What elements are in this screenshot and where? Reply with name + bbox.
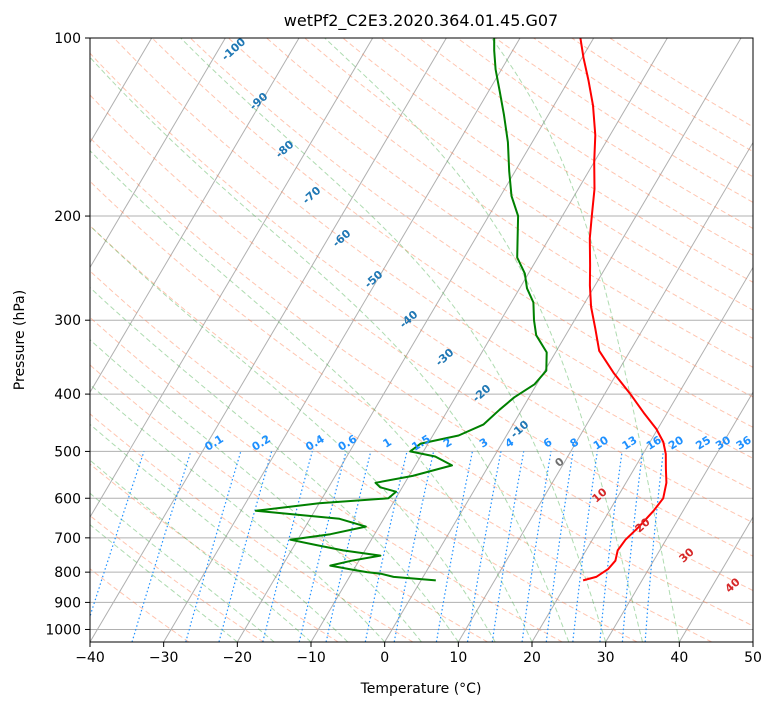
x-tick-label: 0 xyxy=(380,650,389,666)
temperature-profile xyxy=(579,38,668,582)
dry-adiabat xyxy=(228,38,753,398)
y-tick-label: 1000 xyxy=(45,622,81,638)
skewed-isotherm xyxy=(605,391,753,642)
skewed-isotherm xyxy=(457,141,753,642)
x-tick-label: −20 xyxy=(223,650,253,666)
dry-adiabat xyxy=(90,463,339,642)
skewed-isotherm xyxy=(163,38,521,642)
dry-adiabat xyxy=(151,38,753,459)
dry-adiabat xyxy=(90,413,414,642)
dry-adiabat xyxy=(90,316,563,642)
y-tick-label: 300 xyxy=(54,313,81,329)
mixing-ratio-line xyxy=(599,451,623,642)
y-tick-label: 600 xyxy=(54,491,81,507)
dry-adiabat xyxy=(304,38,753,339)
dry-adiabat xyxy=(113,38,753,491)
y-tick-label: 100 xyxy=(54,31,81,47)
moist-adiabat xyxy=(490,38,680,642)
y-tick-label: 500 xyxy=(54,444,81,460)
y-tick-label: 200 xyxy=(54,209,81,225)
x-tick-label: 40 xyxy=(670,650,688,666)
moist-adiabat xyxy=(90,459,312,642)
plot-frame xyxy=(89,37,754,643)
x-tick-label: 30 xyxy=(597,650,615,666)
moist-adiabat xyxy=(90,56,570,642)
x-axis-label: Temperature (°C) xyxy=(360,681,482,697)
x-axis: −40 −30 −20 −10 0 10 20 30 40 50 xyxy=(75,642,762,666)
x-tick-label: −30 xyxy=(149,650,179,666)
dry-adiabat xyxy=(90,514,264,642)
chart-title: wetPf2_C2E3.2020.364.01.45.G07 xyxy=(284,11,558,31)
mixing-ratio-line xyxy=(262,451,313,642)
mixing-ratio-line xyxy=(491,451,525,642)
skewed-isotherm xyxy=(310,38,668,642)
x-tick-label: −10 xyxy=(296,650,326,666)
mixing-ratio-line xyxy=(185,451,242,642)
dry-adiabat xyxy=(90,137,753,592)
skewed-isotherm xyxy=(90,38,374,519)
dry-adiabat xyxy=(90,180,753,627)
dry-adiabat xyxy=(90,270,638,642)
dry-adiabat xyxy=(189,38,753,428)
y-axis: 100 200 300 400 500 600 700 800 900 1000 xyxy=(45,31,90,638)
skewed-isotherm xyxy=(531,266,753,642)
moist-adiabat xyxy=(90,524,238,642)
moist-adiabat xyxy=(90,492,275,642)
dry-adiabat xyxy=(90,94,753,557)
dewpoint-profile xyxy=(254,38,548,582)
mixing-ratio-line xyxy=(545,451,574,642)
x-tick-label: −40 xyxy=(75,650,105,666)
dry-adiabat xyxy=(380,38,753,283)
moist-adiabat xyxy=(90,286,459,642)
y-axis-label: Pressure (hPa) xyxy=(12,290,28,390)
moist-adiabat xyxy=(180,38,607,642)
skewed-isotherm xyxy=(90,38,447,642)
x-tick-label: 20 xyxy=(523,650,541,666)
dry-adiabat xyxy=(90,224,712,642)
moist-adiabat xyxy=(324,38,643,642)
mixing-ratio-line xyxy=(218,451,273,642)
mixing-ratio-line xyxy=(521,451,552,642)
y-tick-label: 800 xyxy=(54,565,81,581)
y-tick-label: 900 xyxy=(54,595,81,611)
dry-adiabat xyxy=(90,364,488,642)
moist-adiabat xyxy=(90,383,386,642)
dry-adiabat xyxy=(90,52,753,524)
skewed-isotherm xyxy=(90,38,300,394)
dry-adiabat xyxy=(342,38,753,311)
mixing-ratio-line xyxy=(621,451,644,642)
x-tick-label: 10 xyxy=(449,650,467,666)
y-tick-label: 400 xyxy=(54,387,81,403)
skewed-isotherm xyxy=(678,516,753,642)
mixing-ratio-line xyxy=(325,451,372,642)
skewed-isotherm xyxy=(384,38,742,642)
y-tick-label: 700 xyxy=(54,531,81,547)
mixing-ratio-line xyxy=(572,451,598,642)
skewed-isotherm xyxy=(90,38,153,144)
moist-adiabat xyxy=(90,339,422,642)
mixing-ratio-line xyxy=(131,451,192,642)
mixing-ratio-line xyxy=(298,451,347,642)
x-tick-label: 50 xyxy=(744,650,762,666)
mixing-ratio-label: 36 xyxy=(734,433,754,452)
skewed-isotherm xyxy=(90,38,226,269)
moist-adiabat xyxy=(90,149,533,642)
